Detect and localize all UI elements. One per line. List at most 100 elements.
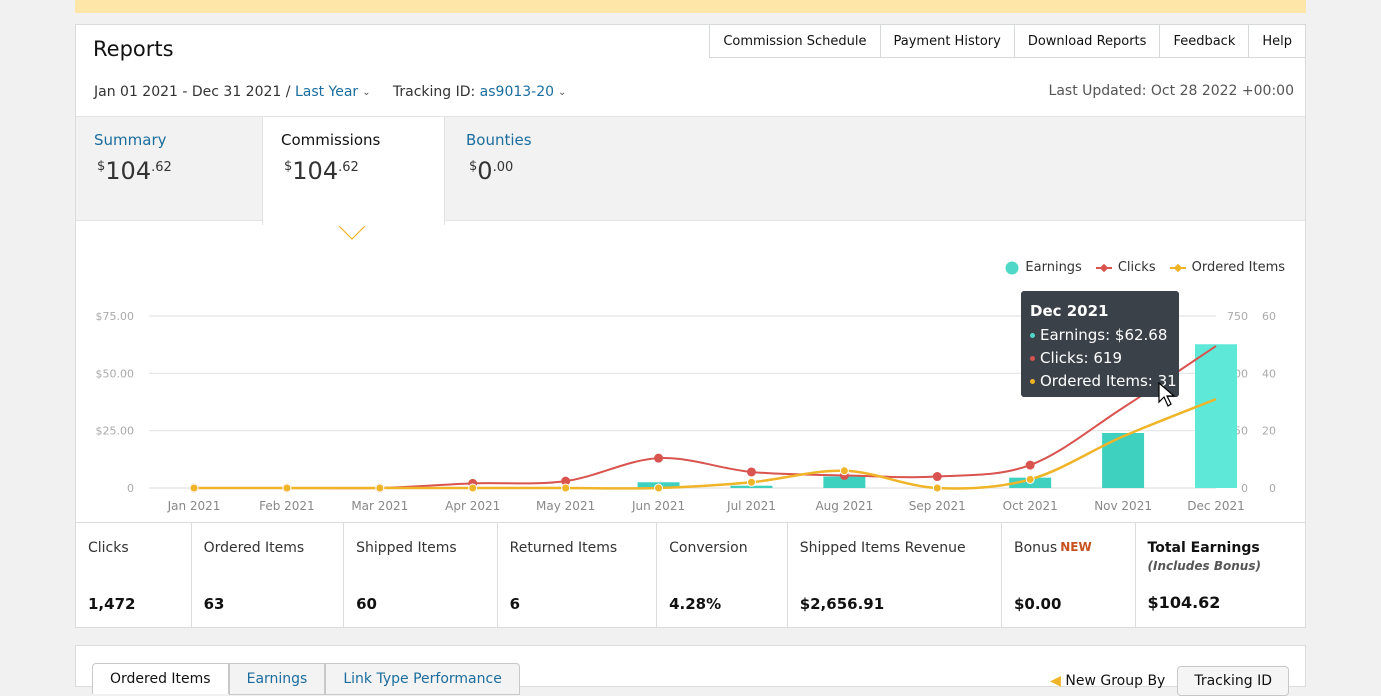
chevron-down-icon: ⌄ — [558, 87, 567, 98]
tooltip-ordered: Ordered Items: 31 — [1030, 372, 1177, 390]
ordered-items-point — [932, 483, 942, 493]
stat-label: Ordered Items — [203, 540, 305, 556]
legend-ordered-items[interactable]: Ordered Items — [1169, 260, 1285, 275]
tooltip-earnings: Earnings: $62.68 — [1030, 326, 1167, 344]
x-tick-label: Jun 2021 — [631, 499, 685, 513]
x-tick-label: Oct 2021 — [1003, 499, 1058, 513]
tracking-id-dropdown[interactable]: as9013-20 ⌄ — [480, 84, 567, 100]
stat-label: Conversion — [669, 540, 748, 556]
ordered-items-point — [189, 483, 199, 493]
chart-legend: Earnings Clicks Ordered Items — [1005, 260, 1285, 275]
stat-ordered-items: Ordered Items 63 — [192, 523, 345, 628]
earnings-chart: $75.00 750 60$50.00 500 40$25.00 250 200 0 0Jan … — [96, 310, 1277, 513]
tab-amount: $0.00 — [469, 157, 513, 185]
commission-schedule-link[interactable]: Commission Schedule — [709, 24, 881, 58]
tooltip-text: Clicks: 619 — [1040, 349, 1123, 367]
chart-tooltip: Dec 2021 Earnings: $62.68 Clicks: 619 Or… — [1021, 291, 1179, 397]
date-range-dropdown[interactable]: Last Year ⌄ — [295, 84, 371, 100]
y-right-clicks-tick-label: 0 — [1241, 482, 1248, 495]
clicks-point — [561, 476, 571, 486]
tab-link-type-performance[interactable]: Link Type Performance — [325, 663, 520, 695]
clicks-point — [932, 472, 942, 482]
last-updated: Last Updated: Oct 28 2022 +00:00 — [1048, 83, 1294, 99]
x-tick-label: Feb 2021 — [259, 499, 315, 513]
x-tick-label: Aug 2021 — [815, 499, 873, 513]
y-right-items-tick-label: 40 — [1262, 367, 1276, 380]
group-by-controls: ◀ New Group By Tracking ID — [1050, 666, 1289, 696]
y-right-items-tick-label: 60 — [1262, 310, 1276, 323]
reports-card: Reports Commission Schedule Payment Hist… — [75, 24, 1306, 628]
tab-commissions[interactable]: Commissions $104.62 — [262, 117, 445, 225]
stat-value: 63 — [203, 595, 225, 613]
feedback-link[interactable]: Feedback — [1160, 24, 1250, 58]
currency-symbol: $ — [469, 159, 478, 174]
details-card: Ordered Items Earnings Link Type Perform… — [75, 645, 1306, 696]
top-links: Commission Schedule Payment History Down… — [709, 24, 1306, 58]
notice-banner — [75, 0, 1306, 13]
dot-icon — [1030, 356, 1035, 361]
tooltip-text: Ordered Items: 31 — [1040, 372, 1177, 390]
legend-label: Clicks — [1117, 260, 1156, 275]
tab-earnings[interactable]: Earnings — [228, 663, 326, 695]
group-by-link[interactable]: ◀ New Group By — [1050, 673, 1165, 689]
stat-returned-items: Returned Items 6 — [498, 523, 658, 628]
stat-label: Bonus NEW — [1014, 540, 1092, 556]
x-tick-label: Dec 2021 — [1187, 499, 1245, 513]
tab-ordered-items[interactable]: Ordered Items — [92, 663, 229, 694]
dot-icon — [1030, 333, 1035, 338]
stat-label-text: Bonus — [1013, 540, 1058, 556]
ordered-items-point — [468, 483, 478, 493]
legend-label: Earnings — [1025, 260, 1082, 275]
amount-cents: .62 — [338, 160, 359, 175]
stats-row: Clicks 1,472 Ordered Items 63 Shipped It… — [76, 522, 1305, 628]
currency-symbol: $ — [97, 159, 106, 174]
y-left-tick-label: $25.00 — [96, 425, 135, 438]
stat-bonus: Bonus NEW $0.00 — [1002, 523, 1136, 628]
details-tabs: Ordered Items Earnings Link Type Perform… — [92, 663, 520, 695]
tab-pointer-icon — [338, 225, 366, 240]
tab-summary[interactable]: Summary $104.62 — [76, 117, 262, 220]
x-tick-label: Sep 2021 — [909, 499, 966, 513]
help-link[interactable]: Help — [1249, 24, 1306, 58]
tooltip-title: Dec 2021 — [1030, 302, 1109, 320]
earnings-bar — [730, 485, 773, 488]
earnings-bar — [1195, 344, 1237, 488]
chart-area: Earnings Clicks Ordered Items $75.00 750 6… — [76, 235, 1305, 520]
stat-label: Shipped Items — [356, 540, 457, 556]
currency-symbol: $ — [284, 159, 293, 174]
stat-sublabel: (Includes Bonus) — [1147, 559, 1261, 573]
tracking-id-label: Tracking ID: — [392, 84, 476, 100]
ordered-items-point — [282, 483, 292, 493]
ordered-items-line — [194, 397, 1217, 490]
stat-label: Total Earnings (Includes Bonus) — [1148, 540, 1261, 573]
y-right-items-tick-label: 0 — [1269, 482, 1276, 495]
y-right-clicks-tick-label: 750 — [1227, 310, 1248, 323]
stat-value: 1,472 — [88, 595, 136, 613]
legend-clicks[interactable]: Clicks — [1095, 260, 1156, 275]
payment-history-link[interactable]: Payment History — [880, 24, 1015, 58]
amount-whole: 104 — [105, 157, 152, 185]
ordered-items-point — [746, 477, 756, 487]
y-left-tick-label: $50.00 — [96, 367, 135, 380]
x-tick-label: May 2021 — [536, 499, 595, 513]
earnings-bar — [823, 476, 866, 488]
group-by-label: New Group By — [1065, 673, 1166, 689]
legend-earnings[interactable]: Earnings — [1005, 260, 1082, 275]
clicks-point — [746, 467, 756, 477]
tab-label: Bounties — [466, 131, 532, 149]
tab-amount: $104.62 — [97, 157, 172, 185]
amount-cents: .00 — [492, 160, 514, 175]
clicks-point — [654, 453, 664, 463]
line-marker-icon — [1095, 263, 1112, 272]
tab-bounties[interactable]: Bounties $0.00 — [448, 117, 634, 220]
ordered-items-point — [375, 483, 385, 493]
ordered-items-point — [839, 466, 849, 476]
tab-label: Commissions — [281, 131, 381, 149]
tracking-id-group-button[interactable]: Tracking ID — [1177, 666, 1289, 696]
ordered-items-point — [1025, 474, 1035, 484]
stat-value: $0.00 — [1013, 595, 1062, 613]
y-right-items-tick-label: 20 — [1262, 425, 1276, 438]
download-reports-link[interactable]: Download Reports — [1014, 24, 1161, 58]
stat-total-earnings: Total Earnings (Includes Bonus) $104.62 — [1136, 523, 1305, 628]
stat-clicks: Clicks 1,472 — [76, 523, 192, 628]
